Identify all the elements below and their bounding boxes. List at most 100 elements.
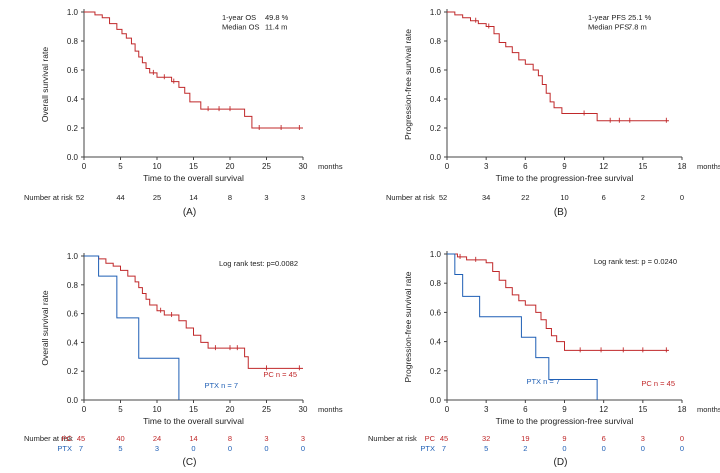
panel-3-y-tick-label: 0.6 bbox=[67, 310, 79, 319]
panel-1-x-tick-label: 20 bbox=[226, 162, 235, 171]
panel-4-ptx-curve bbox=[447, 253, 598, 400]
panel-4-risk-count: 0 bbox=[562, 444, 566, 453]
panel-4-risk-table-label: Number at risk bbox=[368, 434, 417, 443]
panel-3-x-tick-label: 25 bbox=[262, 405, 271, 414]
panel-1-x-axis-label: Time to the overall survival bbox=[143, 173, 244, 183]
panel-4-x-tick-label: 15 bbox=[638, 405, 647, 414]
panel-3-risk-count: 3 bbox=[301, 434, 305, 443]
panel-3-x-tick-label: 20 bbox=[226, 405, 235, 414]
panel-1-x-tick-label: 10 bbox=[153, 162, 162, 171]
panel-2-stat-value: 25.1 % bbox=[628, 13, 652, 22]
panel-3-x-unit: months bbox=[318, 405, 343, 414]
panel-4-x-tick-label: 12 bbox=[599, 405, 608, 414]
panel-2-risk-count: 52 bbox=[439, 193, 447, 202]
panel-1-x-tick-label: 30 bbox=[299, 162, 308, 171]
panel-1-x-tick-label: 5 bbox=[118, 162, 123, 171]
panel-2-x-tick-label: 3 bbox=[484, 162, 489, 171]
panel-4-y-tick-label: 0.8 bbox=[430, 279, 442, 288]
panel-2-risk-count: 34 bbox=[482, 193, 490, 202]
panel-3-x-tick-label: 10 bbox=[153, 405, 162, 414]
panel-4-risk-count: 0 bbox=[680, 444, 684, 453]
panel-4-risk-count: 45 bbox=[440, 434, 448, 443]
panel-2-risk-count: 0 bbox=[680, 193, 684, 202]
panel-3-panel-label: (C) bbox=[183, 457, 197, 468]
panel-2-y-tick-label: 0.2 bbox=[430, 124, 442, 133]
panel-3-risk-count: 3 bbox=[264, 434, 268, 443]
panel-1-stat-label: Median OS bbox=[222, 23, 260, 32]
panel-2-risk-count: 2 bbox=[641, 193, 645, 202]
panel-4-x-tick-label: 0 bbox=[445, 405, 450, 414]
panel-4-risk-count: 0 bbox=[680, 434, 684, 443]
panel-3-risk-count: 45 bbox=[77, 434, 85, 443]
panel-2-stat-label: 1-year PFS bbox=[588, 13, 626, 22]
panel-1-risk-count: 8 bbox=[228, 193, 232, 202]
panel-3-risk-count: 40 bbox=[116, 434, 124, 443]
panel-4-x-tick-label: 9 bbox=[562, 405, 567, 414]
panel-4-risk-count: 6 bbox=[602, 434, 606, 443]
panel-3-y-tick-label: 0.4 bbox=[67, 338, 79, 347]
panel-4-panel-label: (D) bbox=[554, 457, 568, 468]
panel-2-x-tick-label: 0 bbox=[445, 162, 450, 171]
panel-3-y-tick-label: 1.0 bbox=[67, 252, 79, 261]
panel-2-x-tick-label: 6 bbox=[523, 162, 528, 171]
panel-4-y-axis-label: Progression-free survival rate bbox=[403, 271, 413, 382]
panel-2-risk-count: 22 bbox=[521, 193, 529, 202]
panel-4-risk-count: 19 bbox=[521, 434, 529, 443]
panel-2-y-tick-label: 1.0 bbox=[430, 8, 442, 17]
panel-1-panel-label: (A) bbox=[183, 207, 196, 218]
panel-4-y-tick-label: 0.4 bbox=[430, 338, 442, 347]
panel-3-y-tick-label: 0.0 bbox=[67, 396, 79, 405]
panel-4-y-tick-label: 0.2 bbox=[430, 367, 442, 376]
panel-2-y-tick-label: 0.6 bbox=[430, 66, 442, 75]
panel-3-risk-count: 0 bbox=[264, 444, 268, 453]
panel-2-x-unit: months bbox=[697, 162, 720, 171]
panel-1-risk-count: 14 bbox=[189, 193, 197, 202]
panel-3-risk-count: 24 bbox=[153, 434, 161, 443]
panel-1-y-tick-label: 0.4 bbox=[67, 95, 79, 104]
panel-4-risk-count: 9 bbox=[562, 434, 566, 443]
panel-4-pc-curve bbox=[447, 253, 669, 351]
panel-3-risk-count: 0 bbox=[228, 444, 232, 453]
panel-3-risk-count: 7 bbox=[79, 444, 83, 453]
panel-4-x-tick-label: 18 bbox=[678, 405, 687, 414]
panel-1-stat-value: 11.4 m bbox=[265, 23, 287, 32]
panel-3-logrank-label: Log rank test: p=0.0082 bbox=[219, 259, 298, 268]
panel-2-x-tick-label: 12 bbox=[599, 162, 608, 171]
panel-2-x-tick-label: 9 bbox=[562, 162, 567, 171]
panel-2-y-axis-label: Progression-free survival rate bbox=[403, 29, 413, 140]
panel-1-y-axis-label: Overall survival rate bbox=[40, 47, 50, 122]
panel-4-risk-count: 3 bbox=[641, 434, 645, 443]
panel-2-x-axis-label: Time to the progression-free survival bbox=[496, 173, 634, 183]
panel-4-x-tick-label: 6 bbox=[523, 405, 528, 414]
panel-3-y-tick-label: 0.2 bbox=[67, 367, 79, 376]
panel-3-risk-count: 5 bbox=[118, 444, 122, 453]
panel-4-risk-row-name: PC bbox=[425, 434, 436, 443]
panel-2-y-tick-label: 0.0 bbox=[430, 153, 442, 162]
panel-3-x-axis-label: Time to the overall survival bbox=[143, 416, 244, 426]
panel-3-risk-count: 8 bbox=[228, 434, 232, 443]
panel-3-ptx-series-label: PTX n = 7 bbox=[204, 381, 238, 390]
panel-2-stat-label: Median PFS bbox=[588, 23, 629, 32]
panel-1-x-tick-label: 15 bbox=[189, 162, 198, 171]
panel-1-stat-value: 49.8 % bbox=[265, 13, 289, 22]
panel-4-risk-count: 0 bbox=[641, 444, 645, 453]
panel-4-risk-count: 2 bbox=[523, 444, 527, 453]
panel-3-pc-series-label: PC n = 45 bbox=[263, 370, 297, 379]
panel-1-y-tick-label: 0.6 bbox=[67, 66, 79, 75]
panel-4-y-tick-label: 1.0 bbox=[430, 250, 442, 259]
panel-3-x-tick-label: 30 bbox=[299, 405, 308, 414]
panel-2-x-tick-label: 15 bbox=[638, 162, 647, 171]
panel-2-panel-label: (B) bbox=[554, 207, 567, 218]
panel-1-risk-count: 44 bbox=[116, 193, 124, 202]
panel-3-ptx-curve bbox=[84, 255, 180, 400]
panel-1-x-unit: months bbox=[318, 162, 343, 171]
panel-3-risk-row-name: PC bbox=[62, 434, 73, 443]
panel-3-pc-curve bbox=[84, 255, 303, 369]
panel-3-x-tick-label: 15 bbox=[189, 405, 198, 414]
panel-1-y-tick-label: 0.2 bbox=[67, 124, 79, 133]
panel-1-x-tick-label: 0 bbox=[82, 162, 87, 171]
panel-2-y-tick-label: 0.8 bbox=[430, 37, 442, 46]
panel-1-all-curve bbox=[84, 11, 303, 129]
panel-3-risk-count: 14 bbox=[189, 434, 197, 443]
